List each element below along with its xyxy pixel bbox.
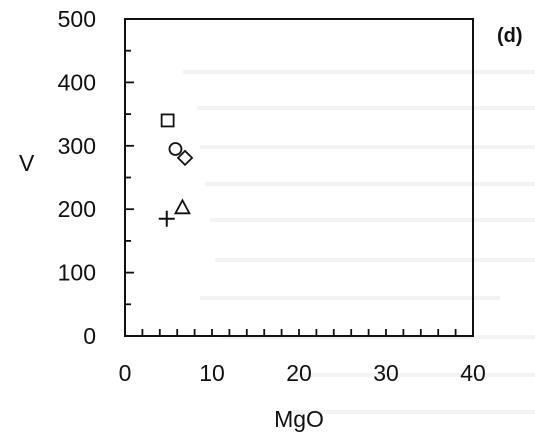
x-tick-label: 30 [373, 360, 399, 386]
axis-ticks [125, 49, 457, 336]
triangle-marker [173, 198, 191, 215]
y-tick-label: 300 [58, 133, 96, 159]
y-tick-label: 400 [58, 69, 96, 95]
diamond-marker [176, 149, 194, 167]
y-axis-label: V [19, 150, 35, 176]
circle-marker [168, 142, 183, 156]
plus-marker [158, 210, 175, 227]
x-tick-label: 40 [460, 360, 486, 386]
y-tick-label: 0 [83, 323, 96, 349]
y-tick-label: 100 [58, 260, 96, 286]
x-axis-label: MgO [274, 406, 324, 432]
square-marker [160, 113, 175, 128]
x-tick-label: 10 [199, 360, 225, 386]
data-points [158, 113, 194, 227]
y-tick-label: 200 [58, 196, 96, 222]
x-tick-label: 20 [286, 360, 312, 386]
panel-label: (d) [497, 25, 523, 47]
plot-frame [124, 18, 474, 337]
x-tick-label: 0 [119, 360, 132, 386]
y-tick-label: 500 [58, 6, 96, 32]
